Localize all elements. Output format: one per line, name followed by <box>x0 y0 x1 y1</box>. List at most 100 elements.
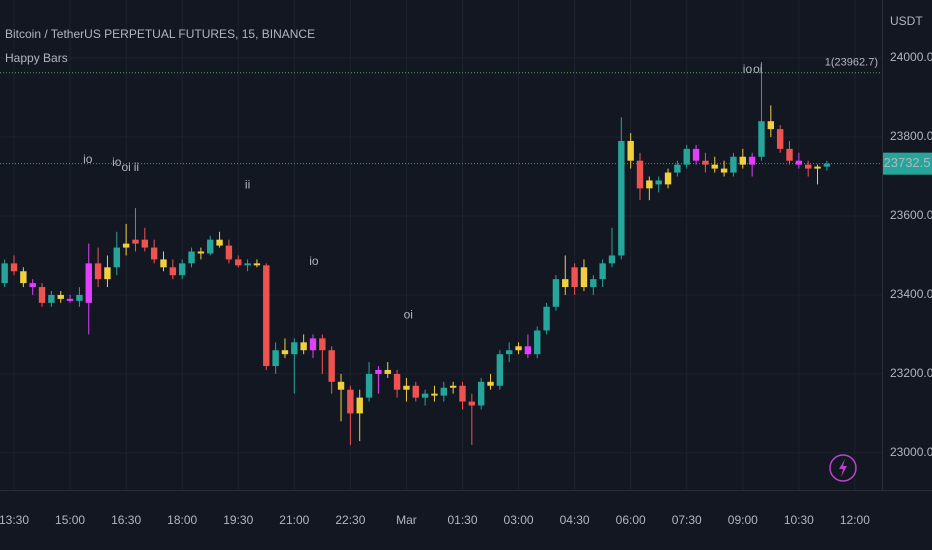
candle-body <box>141 239 149 248</box>
candle-body <box>85 263 92 303</box>
candle-body <box>627 140 634 161</box>
candle-body <box>57 294 64 299</box>
candle <box>337 373 345 422</box>
candle-body <box>683 148 690 165</box>
candle <box>85 243 92 335</box>
last-price-label: 23732.5 <box>884 155 931 170</box>
annotation: oi <box>121 160 130 174</box>
candle-body <box>393 373 401 390</box>
candle <box>104 255 111 288</box>
candle-body <box>1 263 8 284</box>
candle <box>188 247 195 268</box>
candle <box>739 148 746 169</box>
candle-body <box>477 381 485 406</box>
candle <box>403 377 410 402</box>
candle <box>319 334 326 374</box>
candle-body <box>20 271 27 284</box>
lightning-icon[interactable] <box>829 454 857 482</box>
candle-body <box>562 279 569 288</box>
x-tick-label: 22:30 <box>335 513 365 527</box>
candle <box>506 342 513 363</box>
annotation: io <box>743 62 753 76</box>
candle <box>795 152 803 169</box>
y-tick-label: 24000.0 <box>890 50 932 64</box>
candle <box>375 366 382 394</box>
candle <box>393 369 401 398</box>
grid <box>0 0 882 490</box>
candle-body <box>739 156 746 165</box>
candle-body <box>281 350 289 355</box>
candle-body <box>132 239 139 244</box>
candle <box>580 259 588 291</box>
candle-body <box>347 389 354 414</box>
candle <box>328 346 335 394</box>
candle-body <box>365 373 373 398</box>
candle <box>66 294 74 303</box>
candle-body <box>720 168 728 173</box>
candle-body <box>804 164 812 169</box>
candle <box>235 255 242 268</box>
candle <box>20 267 27 288</box>
candle <box>692 144 700 165</box>
candle-body <box>10 263 18 272</box>
candle-body <box>776 129 784 149</box>
candle-body <box>730 156 737 173</box>
candle-body <box>38 287 46 303</box>
icon-ring <box>829 454 857 482</box>
candle <box>263 263 270 370</box>
candle-body <box>664 172 672 185</box>
y-tick-label: 23000.0 <box>890 445 932 459</box>
annotation: ii <box>134 160 139 174</box>
x-tick-label: Mar <box>396 513 417 527</box>
candle <box>552 275 560 311</box>
x-tick-label: 03:00 <box>504 513 534 527</box>
icon-bolt <box>839 459 847 477</box>
candle <box>487 373 494 390</box>
candle-body <box>216 239 223 246</box>
candle <box>291 338 298 394</box>
candle <box>10 255 18 276</box>
candle <box>412 381 419 402</box>
candle-body <box>403 385 410 390</box>
indicator-name: Happy Bars <box>5 51 68 65</box>
candle <box>431 385 438 402</box>
candle <box>216 231 223 248</box>
x-tick-label: 04:30 <box>560 513 590 527</box>
candle-body <box>169 267 177 276</box>
candle <box>225 239 233 264</box>
x-tick-label: 07:30 <box>672 513 702 527</box>
last-price-tag <box>883 152 932 175</box>
candle <box>169 259 177 280</box>
candle-body <box>674 164 681 173</box>
candle-body <box>580 267 588 288</box>
annotation: oi <box>404 307 413 321</box>
y-tick-label: 23800.0 <box>890 129 932 143</box>
candle <box>309 334 317 359</box>
candle-body <box>272 350 279 367</box>
candle <box>627 133 634 169</box>
candle-body <box>412 385 419 398</box>
candle-body <box>244 263 251 266</box>
candle-body <box>94 263 102 280</box>
candle-body <box>534 330 541 355</box>
candle-body <box>150 247 158 260</box>
x-tick-label: 10:30 <box>784 513 814 527</box>
candle <box>786 140 793 165</box>
candle-body <box>76 294 83 301</box>
x-tick-label: 01:30 <box>447 513 477 527</box>
candle-body <box>618 140 625 256</box>
candle-body <box>711 164 718 169</box>
candle <box>244 259 251 272</box>
candle-body <box>113 247 120 268</box>
candle-body <box>291 342 298 355</box>
candle <box>543 302 550 335</box>
candle <box>496 350 504 390</box>
candle <box>178 259 186 280</box>
candle-body <box>459 385 466 402</box>
candle <box>477 377 485 410</box>
candle-body <box>758 121 765 157</box>
x-tick-label: 06:00 <box>616 513 646 527</box>
